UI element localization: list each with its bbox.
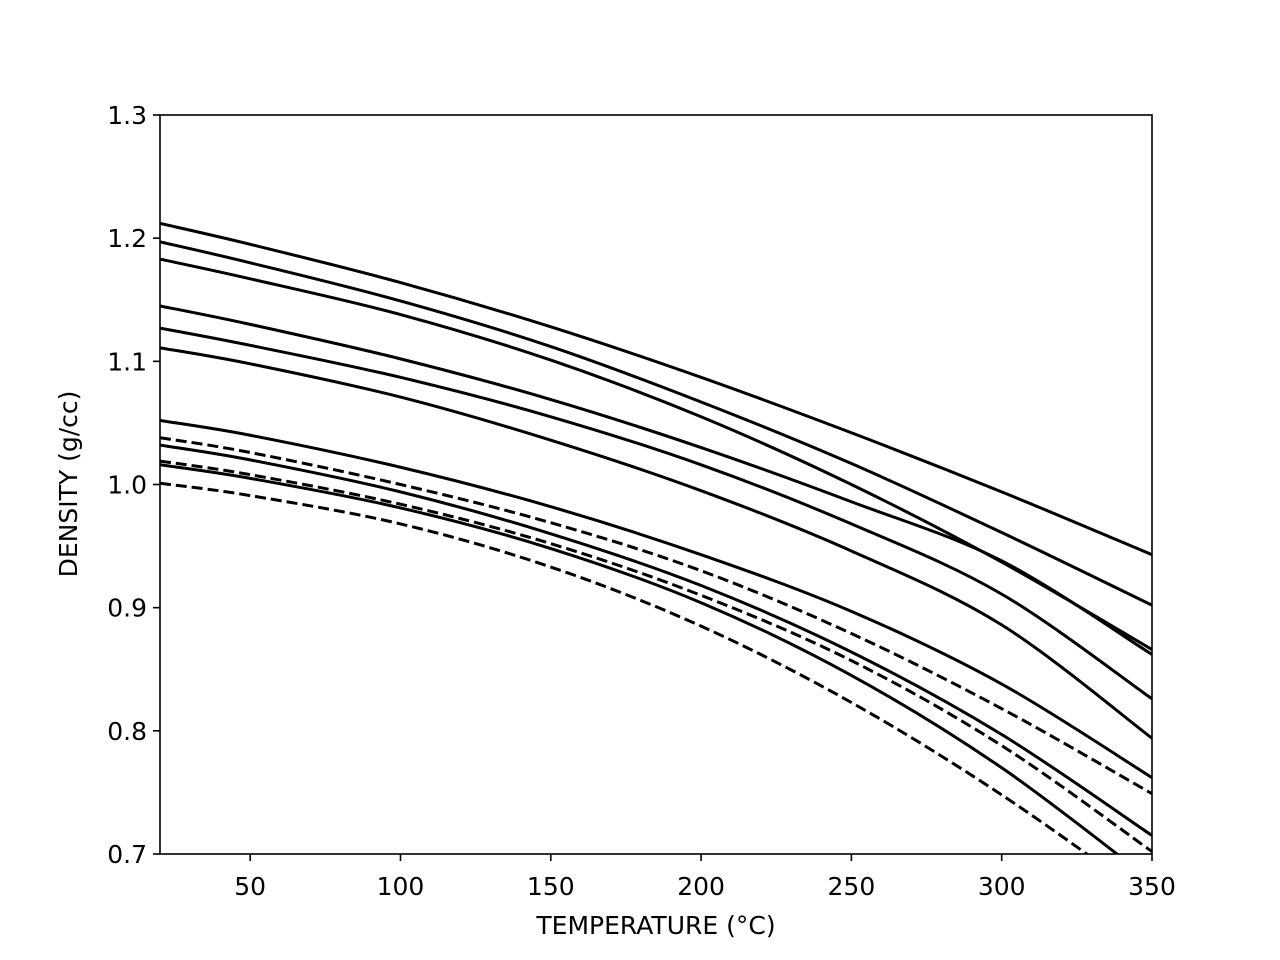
x-tick-label: 100 [377, 872, 425, 901]
series-layer [160, 221, 1152, 854]
x-tick-label: 300 [978, 872, 1026, 901]
x-tick-label: 150 [527, 872, 575, 901]
solid-series-line-1 [160, 221, 1152, 557]
y-tick-label: 1.3 [107, 101, 147, 130]
solid-series-line-5 [160, 326, 1152, 701]
x-axis-label: TEMPERATURE (°C) [535, 911, 775, 940]
x-axis-ticks: 50 100 150 200 250 300 350 [234, 854, 1176, 901]
y-tick-label: 1.1 [107, 347, 147, 376]
dashed-series-line-10 [160, 459, 1152, 853]
y-axis-ticks: 0.7 0.8 0.9 1.0 1.1 1.2 1.3 [107, 101, 160, 869]
dashed-series-line-8 [160, 436, 1152, 795]
y-tick-label: 1.0 [107, 471, 147, 500]
y-tick-label: 1.2 [107, 224, 147, 253]
x-tick-label: 50 [234, 872, 266, 901]
solid-series-line-11 [160, 463, 1120, 854]
y-tick-label: 0.7 [107, 840, 147, 869]
y-tick-label: 0.9 [107, 594, 147, 623]
y-axis-label: DENSITY (g/cc) [54, 391, 83, 578]
x-tick-label: 250 [828, 872, 876, 901]
x-tick-label: 350 [1128, 872, 1176, 901]
solid-series-line-6 [160, 346, 1152, 740]
solid-series-line-9 [160, 443, 1152, 837]
solid-series-line-7 [160, 418, 1152, 779]
solid-series-line-4 [160, 304, 1152, 656]
solid-series-line-2 [160, 240, 1152, 607]
solid-series-line-3 [160, 257, 1152, 651]
y-tick-label: 0.8 [107, 717, 147, 746]
x-tick-label: 200 [677, 872, 725, 901]
dashed-series-line-12 [160, 481, 1090, 854]
